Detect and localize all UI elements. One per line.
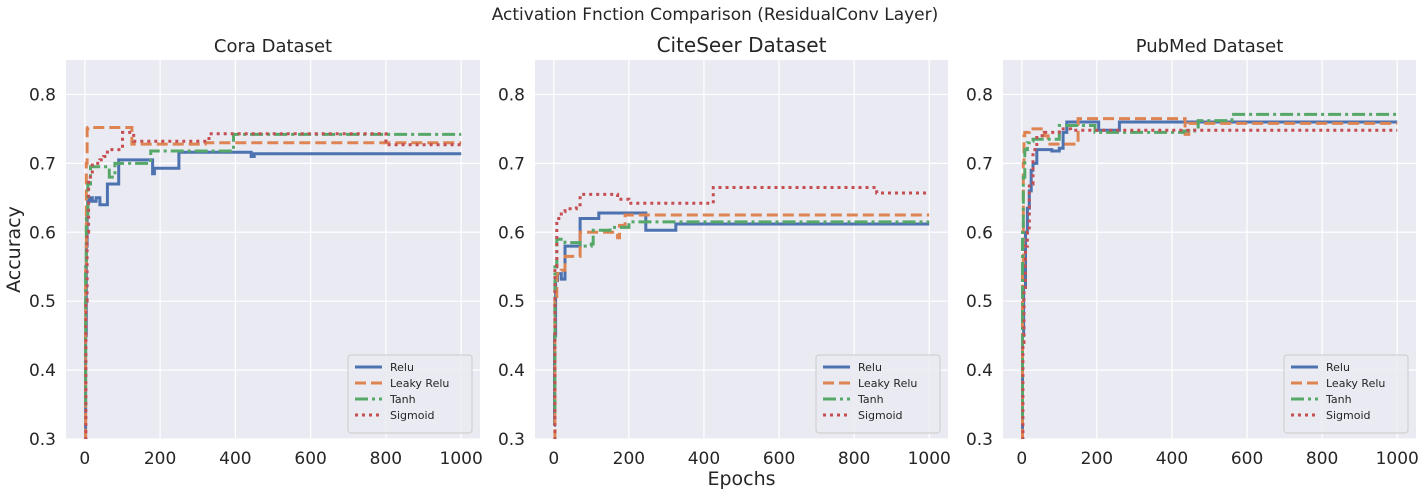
x-tick-label: 400	[688, 449, 720, 469]
legend-label: Relu	[390, 361, 414, 374]
panel-citeseer: 0 200 400 600 800 1000 0.3 0.4 0.5 0.6 0.7 0.8 CiteS…	[498, 33, 951, 490]
y-tick-label: 0.4	[498, 361, 525, 381]
series-group	[1021, 112, 1398, 439]
y-tick-label: 0.8	[966, 85, 993, 105]
y-axis-label: Accuracy	[3, 206, 25, 293]
legend: Relu Leaky Relu Tanh Sigmoid	[347, 354, 473, 434]
x-tick-label: 400	[219, 449, 251, 469]
y-tick-label: 0.6	[966, 223, 993, 243]
panel-title: CiteSeer Dataset	[657, 33, 827, 57]
legend-label: Sigmoid	[390, 409, 435, 422]
panel-cora: 0 200 400 600 800 1000 0.3 0.4 0.5 0.6 0.7 0.8 Cora …	[3, 36, 483, 469]
panel-title: Cora Dataset	[214, 36, 332, 57]
y-tick-label: 0.3	[29, 430, 56, 450]
series-line-relu	[1021, 120, 1398, 439]
y-tick-label: 0.6	[498, 223, 525, 243]
legend-label: Leaky Relu	[858, 377, 917, 390]
legend-label: Relu	[858, 361, 882, 374]
x-tick-label: 1000	[440, 449, 483, 469]
x-tick-label: 200	[613, 449, 645, 469]
legend-label: Tanh	[1325, 393, 1352, 406]
y-tick-label: 0.8	[498, 85, 525, 105]
y-tick-label: 0.3	[966, 430, 993, 450]
x-tick-label: 0	[548, 449, 559, 469]
x-axis-label: Epochs	[707, 468, 775, 490]
x-tick-label: 600	[1231, 449, 1263, 469]
legend-label: Tanh	[857, 393, 884, 406]
series-line-leaky-relu	[84, 126, 462, 439]
x-tick-label: 1000	[1376, 449, 1419, 469]
legend-label: Tanh	[389, 393, 416, 406]
x-tick-label: 0	[1016, 449, 1027, 469]
y-tick-label: 0.5	[29, 292, 56, 312]
legend-label: Relu	[1326, 361, 1350, 374]
y-tick-label: 0.5	[498, 292, 525, 312]
legend-label: Leaky Relu	[1326, 377, 1385, 390]
legend-label: Leaky Relu	[390, 377, 449, 390]
x-tick-label: 600	[294, 449, 326, 469]
figure-suptitle: Activation Fnction Comparison (ResidualC…	[492, 5, 939, 25]
x-tick-label: 400	[1156, 449, 1188, 469]
y-tick-label: 0.7	[966, 154, 993, 174]
y-tick-label: 0.8	[29, 85, 56, 105]
legend: Relu Leaky Relu Tanh Sigmoid	[815, 354, 941, 434]
series-line-sigmoid	[84, 130, 462, 439]
y-tick-label: 0.6	[29, 223, 56, 243]
x-tick-label: 800	[370, 449, 402, 469]
series-line-sigmoid	[553, 186, 930, 439]
panel-title: PubMed Dataset	[1136, 36, 1284, 57]
panel-pubmed: 0 200 400 600 800 1000 0.3 0.4 0.5 0.6 0.7 0.8 PubMe…	[966, 36, 1419, 469]
legend-label: Sigmoid	[1326, 409, 1371, 422]
x-tick-label: 800	[1306, 449, 1338, 469]
x-tick-label: 600	[763, 449, 795, 469]
x-tick-label: 1000	[908, 449, 951, 469]
y-tick-label: 0.7	[29, 154, 56, 174]
x-tick-label: 0	[79, 449, 90, 469]
y-tick-label: 0.7	[498, 154, 525, 174]
y-tick-label: 0.5	[966, 292, 993, 312]
x-tick-label: 200	[1081, 449, 1113, 469]
y-tick-label: 0.4	[29, 361, 56, 381]
series-line-leaky-relu	[553, 213, 930, 439]
x-tick-label: 200	[144, 449, 176, 469]
series-line-tanh	[1021, 112, 1398, 420]
series-group	[84, 126, 462, 439]
x-tick-label: 800	[838, 449, 870, 469]
series-group	[553, 186, 930, 439]
y-tick-label: 0.4	[966, 361, 993, 381]
series-line-sigmoid	[1021, 127, 1398, 439]
y-tick-label: 0.3	[498, 430, 525, 450]
legend: Relu Leaky Relu Tanh Sigmoid	[1283, 354, 1409, 434]
legend-label: Sigmoid	[858, 409, 903, 422]
